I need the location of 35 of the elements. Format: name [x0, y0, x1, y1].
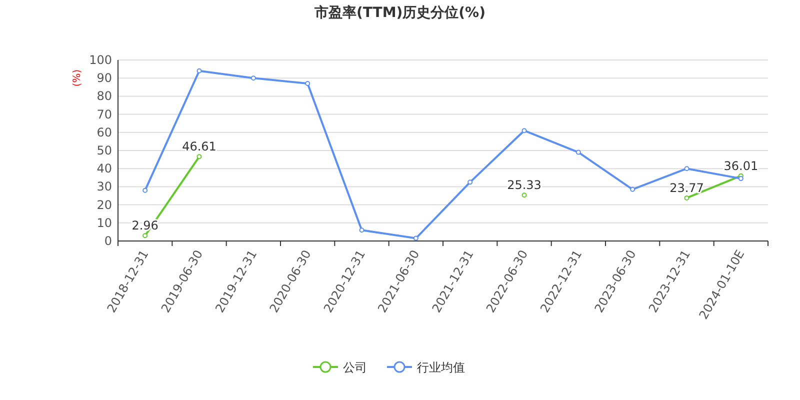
data-label: 36.01	[724, 158, 758, 173]
point	[305, 81, 310, 86]
point	[522, 128, 527, 134]
y-tick-label: 0	[104, 234, 112, 248]
point	[468, 180, 473, 185]
point	[576, 150, 581, 155]
point	[142, 233, 148, 238]
point	[522, 192, 527, 198]
y-tick-label: 70	[96, 107, 112, 122]
point	[250, 76, 256, 81]
data-label: 23.77	[670, 180, 704, 195]
legend-label: 行业均值	[417, 360, 465, 374]
point	[413, 236, 418, 241]
y-tick-label: 30	[96, 180, 112, 194]
y-axis-title: (%)	[72, 69, 83, 87]
point	[196, 68, 202, 74]
point	[196, 154, 202, 160]
point	[684, 195, 690, 200]
point	[359, 228, 364, 233]
data-label: 25.33	[507, 178, 542, 192]
legend-label: 公司	[343, 360, 367, 374]
data-label: 46.61	[182, 140, 216, 154]
y-tick-label: 100	[89, 53, 112, 67]
y-tick-label: 80	[96, 89, 112, 104]
point	[142, 188, 148, 193]
y-tick-label: 10	[96, 216, 112, 230]
point	[630, 186, 636, 192]
point	[684, 166, 690, 172]
point	[738, 176, 744, 182]
y-tick-label: 20	[96, 198, 112, 212]
y-tick-label: 60	[96, 125, 112, 140]
y-tick-label: 50	[96, 144, 112, 158]
y-tick-label: 90	[96, 71, 112, 86]
y-tick-label: 40	[96, 162, 112, 176]
chart-title: 市盈率(TTM)历史分位(%)	[314, 4, 486, 21]
